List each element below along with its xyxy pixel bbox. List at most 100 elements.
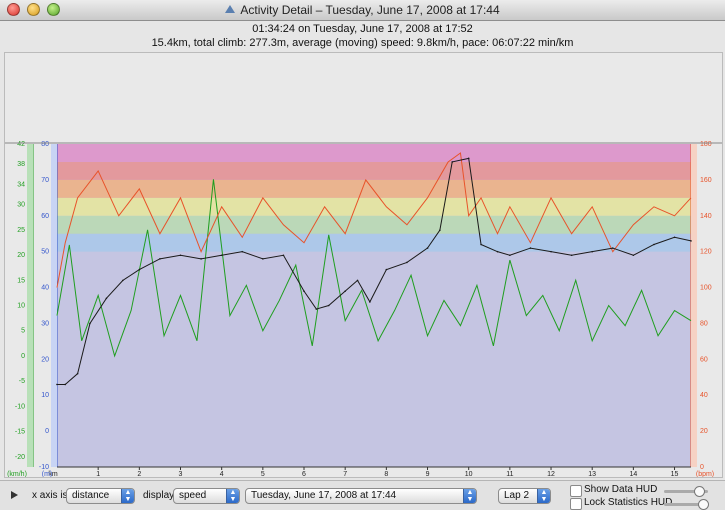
altitude-data-point (200, 258, 202, 260)
altitude-tick-label: 40 (41, 285, 49, 292)
altitude-data-point (315, 308, 318, 310)
bottom-toolbar: x axis is: distance ▲ ▼ display: speed ▲ ▼… (0, 480, 725, 510)
hr-zone-band (57, 233, 691, 252)
xaxis-label: x axis is: (32, 490, 71, 501)
x-tick-label: 2 (137, 471, 141, 477)
altitude-data-point (611, 247, 614, 249)
speed-tick-label: 15 (17, 277, 25, 284)
altitude-data-point (105, 297, 108, 300)
altitude-data-point (673, 236, 676, 239)
altitude-tick-label: 80 (41, 141, 49, 148)
altitude-tick-label: 0 (45, 428, 49, 435)
heartrate-tick-label: 100 (700, 285, 712, 292)
heartrate-tick-label: 160 (700, 177, 712, 184)
altitude-data-point (138, 268, 141, 271)
altitude-data-point (64, 383, 67, 386)
updown-arrows-icon: ▲ ▼ (226, 489, 239, 503)
plot-area: 1 2 3 4 5 6 7 8 9 10 11 12 13 14 15 km -20 -15 -10 -5 0 5 10 15… (4, 52, 723, 478)
xaxis-popup[interactable]: distance ▲ ▼ (66, 488, 135, 504)
altitude-data-point (282, 254, 285, 257)
show-data-hud-checkbox[interactable] (570, 485, 582, 497)
document-proxy-icon[interactable] (225, 5, 236, 13)
window-title: Activity Detail – Tuesday, June 17, 2008… (240, 3, 500, 17)
altitude-data-point (632, 254, 635, 257)
x-tick-label: 3 (179, 471, 183, 477)
activity-chart[interactable]: 1 2 3 4 5 6 7 8 9 10 11 12 13 14 15km-20-15-10-5051015… (5, 53, 722, 477)
heartrate-series-line (56, 152, 692, 288)
lap-popup[interactable]: Lap 2 ▲ ▼ (498, 488, 551, 504)
altitude-tick-label: 20 (41, 356, 49, 363)
altitude-tick-label: 50 (41, 249, 49, 256)
altitude-data-point (591, 250, 593, 253)
speed-tick-label: -15 (15, 429, 25, 436)
slider-knob[interactable] (694, 486, 705, 497)
speed-tick-label: 10 (17, 303, 25, 310)
altitude-data-point (570, 254, 573, 257)
speed-tick-label: 0 (21, 353, 25, 360)
altitude-data-point (241, 250, 244, 253)
speed-series-line (56, 179, 692, 358)
close-button[interactable] (7, 3, 20, 16)
altitude-data-point (509, 254, 511, 257)
speed-tick-label: 30 (17, 202, 25, 209)
altitude-data-point (122, 279, 124, 282)
heartrate-axis-strip (691, 144, 697, 467)
x-tick-label: 10 (465, 471, 473, 477)
data-hud-opacity-slider[interactable] (664, 486, 708, 497)
x-tick-label: 4 (220, 471, 224, 477)
altitude-data-point (344, 290, 346, 292)
x-tick-label: 12 (547, 471, 555, 477)
altitude-data-point (89, 322, 91, 325)
x-tick-label: 1 (96, 471, 100, 477)
activity-date-popup[interactable]: Tuesday, June 17, 2008 at 17:44 ▲ ▼ (245, 488, 477, 504)
altitude-data-point (56, 383, 58, 386)
altitude-series-line (57, 157, 692, 385)
altitude-data-point (451, 161, 454, 163)
activity-summary: 01:34:24 on Tuesday, June 17, 2008 at 17… (0, 22, 725, 50)
heartrate-tick-label: 120 (700, 249, 712, 256)
minimize-button[interactable] (27, 3, 40, 16)
altitude-data-point (303, 290, 305, 292)
heartrate-tick-label: 180 (700, 141, 712, 148)
altitude-data-point (496, 250, 499, 253)
title-bar[interactable]: Activity Detail – Tuesday, June 17, 2008… (0, 0, 725, 21)
x-tick-label: 13 (588, 471, 596, 477)
display-popup[interactable]: speed ▲ ▼ (173, 488, 240, 504)
zoom-button[interactable] (47, 3, 60, 16)
speed-tick-label: 20 (17, 252, 25, 259)
altitude-data-point (439, 229, 441, 231)
hr-zone-band (57, 144, 691, 162)
play-icon[interactable] (11, 491, 18, 499)
updown-arrows-icon: ▲ ▼ (537, 489, 550, 503)
altitude-data-point (385, 268, 388, 271)
altitude-data-point (356, 279, 359, 282)
summary-stats: 15.4km, total climb: 277.3m, average (mo… (151, 37, 574, 49)
speed-axis-strip (27, 144, 33, 467)
speed-tick-label: 25 (17, 227, 25, 234)
altitude-tick-label: 60 (41, 213, 49, 220)
speed-tick-label: 42 (17, 141, 25, 148)
x-axis-unit: km (48, 471, 58, 477)
display-popup-value: speed (179, 490, 207, 501)
stats-hud-opacity-slider[interactable] (664, 499, 709, 510)
x-tick-label: 6 (302, 471, 306, 477)
x-tick-label: 9 (426, 471, 430, 477)
x-tick-label: 8 (384, 471, 388, 477)
altitude-data-point (426, 247, 429, 249)
hr-zone-band (57, 215, 691, 234)
altitude-data-point (690, 240, 692, 242)
altitude-data-point (550, 250, 552, 253)
altitude-axis-unit: (m) (42, 471, 53, 477)
altitude-data-point (369, 301, 371, 303)
altitude-data-point (220, 254, 223, 257)
x-tick-label: 11 (506, 471, 513, 477)
slider-knob[interactable] (698, 499, 709, 510)
lock-statistics-hud-checkbox[interactable] (570, 498, 582, 510)
altitude-data-point (327, 304, 330, 307)
xaxis-popup-value: distance (72, 490, 110, 501)
speed-tick-label: 38 (17, 161, 25, 168)
altitude-data-point (76, 372, 79, 375)
altitude-data-point (159, 258, 161, 260)
show-data-hud-label: Show Data HUD (584, 484, 658, 495)
